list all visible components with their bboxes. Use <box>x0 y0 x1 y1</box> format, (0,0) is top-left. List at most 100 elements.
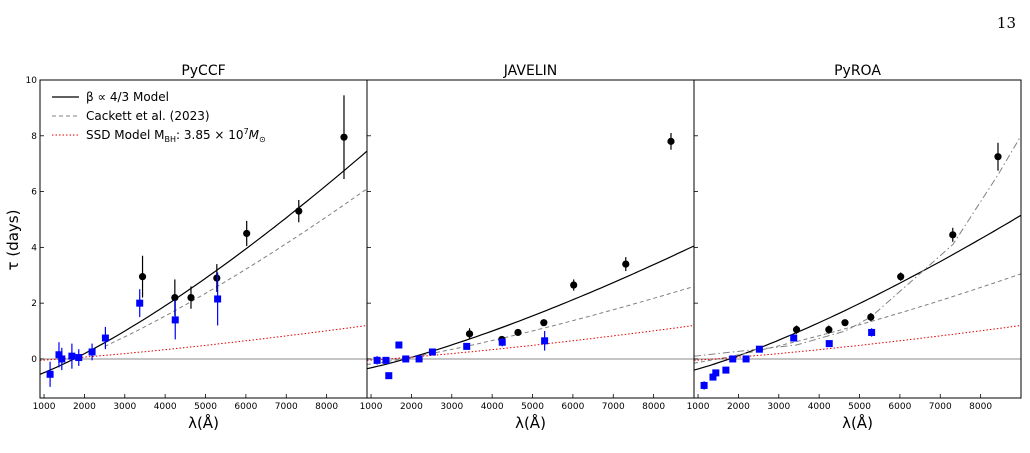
curve-cackett <box>367 285 694 365</box>
data-point <box>136 299 144 307</box>
data-point <box>295 207 303 215</box>
curve-ssd <box>40 325 367 361</box>
curve-cackett <box>694 273 1021 364</box>
y-tick-label: 0 <box>31 355 37 365</box>
series-circle <box>138 95 348 316</box>
data-point <box>385 372 393 380</box>
series-circle <box>792 142 1002 334</box>
x-tick-label: 3000 <box>440 402 463 412</box>
x-tick-label: 4000 <box>481 402 504 412</box>
data-point <box>58 355 66 363</box>
panel-javelin: 1000 2000 3000 4000 5000 6000 7000 8000 JAVELIN λ… <box>360 63 695 432</box>
x-axis-label: λ(Å) <box>515 413 546 432</box>
data-point <box>700 381 708 389</box>
data-point <box>498 338 506 346</box>
data-point <box>340 133 348 141</box>
y-tick-label: 10 <box>26 76 38 86</box>
panel-title: PyCCF <box>181 63 225 79</box>
x-tick-label: 2000 <box>73 402 96 412</box>
data-point <box>825 340 833 348</box>
data-point <box>712 369 720 377</box>
x-tick-label: 7000 <box>275 402 298 412</box>
data-point <box>994 153 1002 161</box>
data-point <box>755 345 763 353</box>
panel-title: JAVELIN <box>503 63 557 79</box>
x-tick-label: 6000 <box>888 402 911 412</box>
data-point <box>428 348 436 356</box>
x-axis-label: λ(Å) <box>188 413 219 432</box>
legend-entry-model: β ∝ 4/3 Model <box>52 90 169 104</box>
legend-entry-ssd: SSD Model MBH: 3.85 × 107M⊙ <box>52 127 266 144</box>
curve-model <box>40 150 367 375</box>
curve-cackett <box>104 188 367 347</box>
data-point <box>415 355 423 363</box>
curve-dashdot <box>694 135 1021 357</box>
y-tick-label: 2 <box>31 299 37 309</box>
data-point <box>395 341 403 349</box>
data-point <box>514 328 522 337</box>
data-point <box>867 313 875 321</box>
data-point <box>402 355 410 363</box>
data-point <box>55 351 63 359</box>
data-point <box>101 334 109 342</box>
x-tick-label: 1000 <box>360 402 383 412</box>
y-axis-label: τ (days) <box>4 210 22 271</box>
data-point <box>243 229 251 238</box>
legend: β ∝ 4/3 Model Cackett et al. (2023) SSD Mo… <box>52 90 266 144</box>
x-tick-label: 4000 <box>808 402 831 412</box>
page-number: 13 <box>996 14 1016 32</box>
curves <box>694 135 1021 371</box>
x-tick-label: 2000 <box>400 402 423 412</box>
data-point <box>463 342 471 350</box>
data-point <box>171 316 179 324</box>
x-tick-label: 3000 <box>767 402 790 412</box>
data-point <box>46 370 54 378</box>
legend-label: β ∝ 4/3 Model <box>86 90 169 104</box>
data-point <box>187 293 195 302</box>
data-point <box>790 334 798 342</box>
x-tick-label: 8000 <box>642 402 665 412</box>
data-point <box>465 330 474 338</box>
x-tick-label: 7000 <box>602 402 625 412</box>
x-tick-label: 3000 <box>113 402 136 412</box>
x-axis-label: λ(Å) <box>842 413 873 432</box>
data-point <box>88 348 96 356</box>
curve-model <box>694 214 1021 371</box>
data-point <box>138 273 147 281</box>
curves <box>40 150 367 375</box>
curves <box>367 245 694 370</box>
legend-label: Cackett et al. (2023) <box>86 109 210 123</box>
data-point <box>75 354 83 362</box>
y-tick-label: 8 <box>31 132 37 142</box>
data-point <box>792 326 801 334</box>
series-circle <box>465 133 675 344</box>
curve-ssd <box>694 325 1021 361</box>
panel-title: PyROA <box>834 63 881 79</box>
x-tick-label: 5000 <box>521 402 544 412</box>
data-point <box>722 366 730 374</box>
data-point <box>382 356 390 364</box>
panels: 1000 2000 3000 4000 5000 6000 7000 8000 0 2 4 6 8 10 P… <box>26 63 1022 432</box>
data-point <box>868 328 876 336</box>
y-tick-label: 6 <box>31 188 37 198</box>
x-tick-label: 5000 <box>848 402 871 412</box>
x-tick-label: 2000 <box>727 402 750 412</box>
panel-pyccf: 1000 2000 3000 4000 5000 6000 7000 8000 0 2 4 6 8 10 P… <box>26 63 368 432</box>
x-tick-label: 1000 <box>687 402 710 412</box>
plot-frame <box>693 79 1022 399</box>
data-point <box>841 319 849 327</box>
data-point <box>897 273 905 281</box>
x-tick-label: 5000 <box>194 402 217 412</box>
x-tick-label: 6000 <box>561 402 584 412</box>
curve-ssd <box>367 325 694 361</box>
x-tick-label: 7000 <box>929 402 952 412</box>
series-square <box>373 331 549 380</box>
data-point <box>729 355 737 363</box>
x-tick-label: 4000 <box>154 402 177 412</box>
data-point <box>541 337 549 345</box>
data-point <box>214 295 222 303</box>
x-tick-label: 8000 <box>315 402 338 412</box>
series-square <box>700 328 876 390</box>
data-point <box>742 355 750 363</box>
